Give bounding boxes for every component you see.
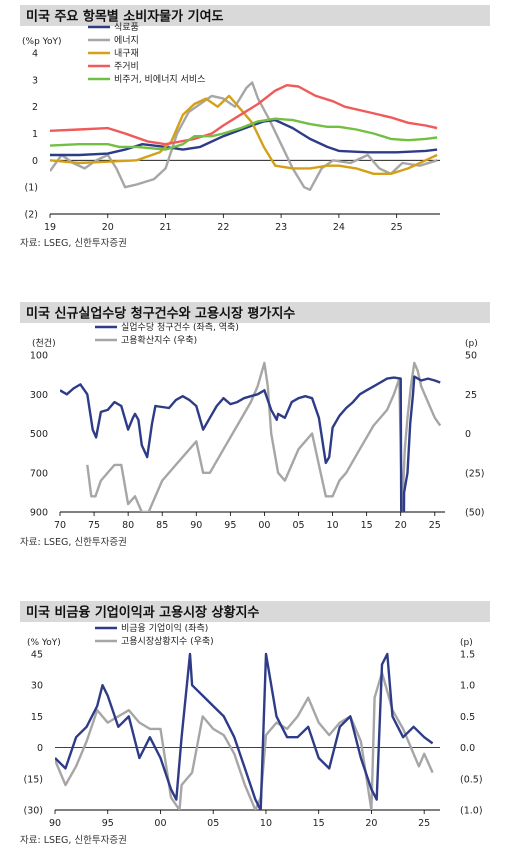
y-tick-label: 900 [30, 508, 48, 519]
x-tick-label: 70 [54, 520, 66, 531]
x-tick-label: 24 [333, 222, 345, 233]
y-tick-label: 45 [31, 650, 43, 661]
x-tick-label: 85 [156, 520, 168, 531]
x-tick-label: 20 [395, 520, 407, 531]
y-tick-label-right: 0.5 [460, 712, 475, 723]
y-tick-label: 0 [32, 156, 38, 167]
y-tick-label-right: (50) [465, 508, 485, 519]
series-line [86, 361, 442, 512]
series-line [50, 118, 438, 157]
series-line [55, 652, 434, 810]
x-tick-label: 22 [217, 222, 229, 233]
y-tick-label-right: 50 [465, 351, 477, 362]
y-tick-label-right: (1.0) [460, 806, 483, 817]
chart-panel: 미국 비금융 기업이익과 고용시장 상황지수 (% YoY) (p) (30) (15)… [20, 601, 490, 846]
y-tick-label-right: (0.5) [460, 774, 483, 785]
y-tick-label-right: 0.0 [460, 743, 475, 754]
x-tick-label: 90 [49, 818, 61, 829]
series-line [50, 117, 438, 151]
y-tick-label: 300 [30, 390, 48, 401]
legend-label: 내구재 [114, 48, 139, 59]
y-tick-label: (30) [23, 806, 43, 817]
y-tick-label: 1 [32, 129, 38, 140]
x-tick-label: 00 [154, 818, 166, 829]
legend-label: 비금융 기업이익 (좌측) [121, 622, 208, 634]
y-tick-label-right: 0 [465, 429, 471, 440]
y-tick-label: 3 [32, 75, 38, 86]
legend-label: 비주거, 비에너지 서비스 [114, 74, 205, 85]
y-tick-label: 4 [32, 49, 38, 60]
y-tick-label: 30 [31, 681, 43, 692]
x-tick-label: 20 [365, 818, 377, 829]
chart-panel: 미국 주요 항목별 소비자물가 기여도(%p YoY)(2)(1)0123419… [20, 5, 490, 249]
y-tick-label: 700 [30, 468, 48, 479]
y-tick-label: (15) [23, 774, 43, 785]
x-tick-label: 95 [224, 520, 236, 531]
x-tick-label: 10 [327, 520, 339, 531]
x-tick-label: 75 [88, 520, 100, 531]
y-tick-label-right: 1.5 [460, 650, 475, 661]
y-axis-label-right: (p) [460, 638, 473, 648]
source-note: 자료: LSEG, 신한투자증권 [20, 237, 127, 249]
chart-title-bar [20, 5, 490, 26]
x-tick-label: 00 [258, 520, 270, 531]
x-tick-label: 25 [391, 222, 403, 233]
y-tick-label: 2 [32, 102, 38, 113]
y-tick-label-right: 1.0 [460, 681, 475, 692]
legend-label: 고용확산지수 (우축) [121, 334, 197, 346]
y-axis-label-right: (p) [465, 339, 478, 349]
y-axis-label: (% YoY) [27, 638, 61, 648]
y-tick-label: (1) [25, 183, 38, 194]
series-line [60, 375, 441, 512]
legend-label: 주거비 [114, 61, 139, 72]
source-note: 자료: LSEG, 신한투자증권 [20, 536, 127, 548]
x-tick-label: 05 [292, 520, 304, 531]
x-tick-label: 19 [44, 222, 56, 233]
legend-label: 고용시장상황지수 (우축) [121, 636, 214, 647]
x-tick-label: 10 [260, 818, 272, 829]
x-tick-label: 25 [429, 520, 441, 531]
chart-title: 미국 비금융 기업이익과 고용시장 상황지수 [26, 605, 259, 621]
legend-label: 식료품 [114, 22, 139, 33]
legend-label: 에너지 [114, 35, 139, 46]
y-tick-label: 15 [31, 712, 43, 723]
x-tick-label: 21 [160, 222, 172, 233]
y-tick-label: (2) [25, 210, 38, 221]
chart-title: 미국 주요 항목별 소비자물가 기여도 [26, 9, 224, 25]
x-tick-label: 23 [275, 222, 287, 233]
y-tick-label-right: 25 [465, 390, 477, 401]
x-tick-label: 90 [190, 520, 202, 531]
y-tick-label: 100 [30, 351, 48, 362]
legend-label: 실업수당 청구건수 (좌측, 역축) [121, 322, 239, 333]
chart-title-bar [20, 302, 490, 323]
y-axis-label: (%p YoY) [22, 37, 61, 47]
y-axis-label: (천건) [32, 338, 56, 349]
y-tick-label-right: (25) [465, 468, 485, 479]
y-tick-label: 500 [30, 429, 48, 440]
chart-title-bar [20, 601, 490, 622]
x-tick-label: 15 [361, 520, 373, 531]
chart-panel: 미국 신규실업수당 청구건수와 고용시장 평가지수(천건) (p)10030050… [20, 302, 490, 548]
x-tick-label: 15 [313, 818, 325, 829]
series-line [50, 84, 438, 146]
x-tick-label: 20 [102, 222, 114, 233]
chart-title: 미국 신규실업수당 청구건수와 고용시장 평가지수 [26, 306, 295, 322]
y-tick-label: 0 [37, 743, 43, 754]
x-tick-label: 05 [207, 818, 219, 829]
x-tick-label: 95 [102, 818, 114, 829]
x-tick-label: 25 [418, 818, 430, 829]
source-note: 자료: LSEG, 신한투자증권 [20, 834, 127, 846]
x-tick-label: 80 [122, 520, 134, 531]
